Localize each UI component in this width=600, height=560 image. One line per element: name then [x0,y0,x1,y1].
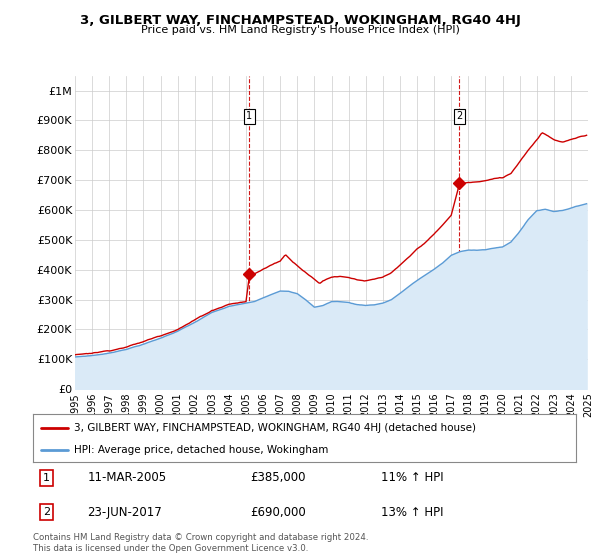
Text: 2: 2 [456,111,462,122]
Text: 23-JUN-2017: 23-JUN-2017 [88,506,162,519]
Text: 1: 1 [246,111,253,122]
Text: 13% ↑ HPI: 13% ↑ HPI [380,506,443,519]
Text: £385,000: £385,000 [250,471,306,484]
Text: Contains HM Land Registry data © Crown copyright and database right 2024.
This d: Contains HM Land Registry data © Crown c… [33,533,368,553]
Text: 1: 1 [43,473,50,483]
Text: HPI: Average price, detached house, Wokingham: HPI: Average price, detached house, Woki… [74,445,328,455]
Text: 3, GILBERT WAY, FINCHAMPSTEAD, WOKINGHAM, RG40 4HJ (detached house): 3, GILBERT WAY, FINCHAMPSTEAD, WOKINGHAM… [74,423,476,433]
Text: 11-MAR-2005: 11-MAR-2005 [88,471,166,484]
Text: 3, GILBERT WAY, FINCHAMPSTEAD, WOKINGHAM, RG40 4HJ: 3, GILBERT WAY, FINCHAMPSTEAD, WOKINGHAM… [80,14,520,27]
Text: 11% ↑ HPI: 11% ↑ HPI [380,471,443,484]
Text: £690,000: £690,000 [250,506,306,519]
Text: Price paid vs. HM Land Registry's House Price Index (HPI): Price paid vs. HM Land Registry's House … [140,25,460,35]
Text: 2: 2 [43,507,50,517]
